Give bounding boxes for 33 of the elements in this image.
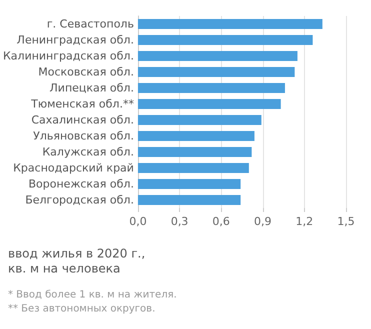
y-tick-label: г. Севастополь [46,18,134,30]
bar [138,163,249,173]
bar [138,179,241,189]
bar [138,99,281,109]
y-tick-label: Ульяновская обл. [33,130,134,142]
y-tick-label: Белгородская обл. [25,194,134,206]
text: * Ввод более 1 кв. м на жителя. [8,290,177,300]
x-axis-title: ввод жилья в 2020 г., кв. м на человека [8,246,146,276]
y-tick-label: Калужская обл. [42,146,134,158]
bar [138,115,262,125]
bar [138,131,254,141]
bar [138,67,295,77]
y-tick-label: Московская обл. [38,66,134,78]
bar [138,19,322,29]
y-tick-label: Краснодарский край [13,162,134,174]
y-tick-label: Сахалинская обл. [31,114,134,126]
y-tick-label: Ленинградская обл. [16,34,134,46]
bar [138,83,285,93]
text: ** Без автономных округов. [8,304,156,314]
y-tick-label: Воронежская обл. [28,178,134,190]
bar [138,51,298,61]
bar [138,195,241,205]
y-tick-label: Тюменская обл.** [30,98,134,110]
x-tick-label: 1,2 [296,215,314,228]
x-tick-label: 0,9 [254,215,272,228]
x-tick-label: 0,0 [129,215,147,228]
bar [138,35,313,45]
bar [138,147,252,157]
x-tick-label: 0,6 [212,215,230,228]
x-tick-label: 1,5 [337,215,355,228]
x-tick-label: 0,3 [170,215,188,228]
y-tick-label: Липецкая обл. [50,82,134,94]
y-tick-label: Калининградская обл. [2,50,134,62]
